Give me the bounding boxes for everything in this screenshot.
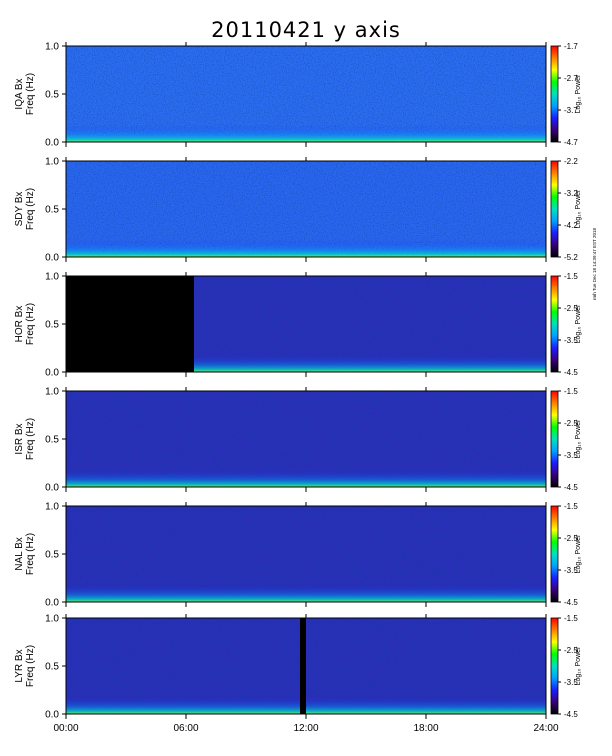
y-tick-label: 0.0 bbox=[45, 138, 59, 149]
station-label: NAL Bx bbox=[14, 537, 25, 571]
low-frequency-band bbox=[66, 443, 546, 487]
colorbar-tick-label: -2.5 bbox=[564, 304, 578, 313]
y-tick-label: 1.0 bbox=[45, 502, 59, 513]
colorbar-label: Log₁₀ Power bbox=[575, 189, 582, 228]
x-tick-label: 24:00 bbox=[533, 723, 558, 734]
colorbar-label: Log₁₀ Power bbox=[575, 74, 582, 113]
station-label: IQA Bx bbox=[14, 78, 25, 109]
colorbar-tick-label: -1.7 bbox=[564, 42, 578, 51]
colorbar-tick-label: -2.5 bbox=[564, 646, 578, 655]
y-tick-label: 0.5 bbox=[45, 435, 59, 446]
colorbar-tick-label: -3.5 bbox=[564, 451, 578, 460]
data-gap bbox=[300, 618, 306, 714]
colorbar-tick-label: -4.5 bbox=[564, 598, 578, 607]
colorbar-label: Log₁₀ Power bbox=[575, 646, 582, 685]
colorbar-tick-label: -2.2 bbox=[564, 157, 578, 166]
y-tick-label: 1.0 bbox=[45, 42, 59, 53]
frequency-axis-label: Freq (Hz) bbox=[25, 188, 36, 230]
x-tick-label: 12:00 bbox=[293, 723, 318, 734]
colorbar-tick-label: -2.5 bbox=[564, 419, 578, 428]
colorbar-tick-label: -3.5 bbox=[564, 678, 578, 687]
colorbar-tick-label: -3.2 bbox=[564, 189, 578, 198]
colorbar-label: Log₁₀ Power bbox=[575, 419, 582, 458]
x-tick-label: 06:00 bbox=[173, 723, 198, 734]
y-tick-label: 0.5 bbox=[45, 550, 59, 561]
panel-1: 0.0 0.5 1.0 IQA Bx Freq (Hz) -1.7 -2.7 -3.7 -4.7… bbox=[14, 42, 582, 149]
colorbar-label: Log₁₀ Power bbox=[575, 304, 582, 343]
y-tick-label: 1.0 bbox=[45, 614, 59, 625]
x-tick-label: 00:00 bbox=[53, 723, 78, 734]
colorbar-tick-label: -1.5 bbox=[564, 502, 578, 511]
frequency-axis-label: Freq (Hz) bbox=[25, 533, 36, 575]
colorbar-tick-label: -1.5 bbox=[564, 614, 578, 623]
panel-3: 0.0 0.5 1.0 HOR Bx Freq (Hz) -1.5 -2.5 -3.5 -4.5… bbox=[14, 272, 582, 379]
x-tick-label: 18:00 bbox=[413, 723, 438, 734]
chart-title: 20110421 y axis bbox=[211, 18, 401, 42]
colorbar-tick-label: -2.5 bbox=[564, 534, 578, 543]
frequency-axis-label: Freq (Hz) bbox=[25, 303, 36, 345]
y-tick-label: 0.0 bbox=[45, 483, 59, 494]
station-label: ISR Bx bbox=[14, 423, 25, 454]
colorbar-tick-label: -3.5 bbox=[564, 336, 578, 345]
colorbar-tick-label: -1.5 bbox=[564, 272, 578, 281]
panel-5: 0.0 0.5 1.0 NAL Bx Freq (Hz) -1.5 -2.5 -3.5 -4.5… bbox=[14, 502, 582, 609]
y-tick-label: 0.0 bbox=[45, 368, 59, 379]
station-label: LYR Bx bbox=[14, 649, 25, 682]
low-frequency-band bbox=[66, 98, 546, 142]
y-tick-label: 0.5 bbox=[45, 90, 59, 101]
panel-4: 0.0 0.5 1.0 ISR Bx Freq (Hz) -1.5 -2.5 -3.5 -4.5… bbox=[14, 387, 582, 494]
low-frequency-band bbox=[66, 558, 546, 602]
colorbar-tick-label: -4.5 bbox=[564, 483, 578, 492]
colorbar bbox=[550, 390, 559, 488]
low-frequency-band bbox=[66, 213, 546, 257]
colorbar-tick-label: -3.7 bbox=[564, 106, 578, 115]
frequency-axis-label: Freq (Hz) bbox=[25, 418, 36, 460]
panel-6: 0.0 0.5 1.0 LYR Bx Freq (Hz) -1.5 -2.5 -3.5 -4.5… bbox=[14, 614, 582, 721]
panel-2: 0.0 0.5 1.0 SDY Bx Freq (Hz) -2.2 -3.2 -4.2 -5.2… bbox=[14, 157, 582, 264]
colorbar-tick-label: -4.5 bbox=[564, 368, 578, 377]
y-tick-label: 0.5 bbox=[45, 205, 59, 216]
plot-credit: rmh Tue Dec 18 14:39:47 EST 2018 bbox=[592, 228, 597, 300]
colorbar-tick-label: -2.7 bbox=[564, 74, 578, 83]
y-tick-label: 1.0 bbox=[45, 272, 59, 283]
y-tick-label: 0.5 bbox=[45, 320, 59, 331]
y-tick-label: 0.0 bbox=[45, 598, 59, 609]
colorbar-tick-label: -1.5 bbox=[564, 387, 578, 396]
colorbar bbox=[550, 45, 559, 143]
frequency-axis-label: Freq (Hz) bbox=[25, 645, 36, 687]
colorbar bbox=[550, 505, 559, 603]
colorbar-tick-label: -5.2 bbox=[564, 253, 578, 262]
colorbar-tick-label: -4.2 bbox=[564, 221, 578, 230]
colorbar bbox=[550, 160, 559, 258]
frequency-axis-label: Freq (Hz) bbox=[25, 73, 36, 115]
colorbar-label: Log₁₀ Power bbox=[575, 534, 582, 573]
station-label: HOR Bx bbox=[14, 306, 25, 343]
colorbar bbox=[550, 275, 559, 373]
data-gap bbox=[66, 276, 194, 372]
y-tick-label: 0.0 bbox=[45, 253, 59, 264]
station-label: SDY Bx bbox=[14, 192, 25, 227]
y-tick-label: 1.0 bbox=[45, 387, 59, 398]
colorbar bbox=[550, 617, 559, 715]
colorbar-tick-label: -4.7 bbox=[564, 138, 578, 147]
colorbar-tick-label: -3.5 bbox=[564, 566, 578, 575]
y-tick-label: 1.0 bbox=[45, 157, 59, 168]
y-tick-label: 0.5 bbox=[45, 662, 59, 673]
y-tick-label: 0.0 bbox=[45, 710, 59, 721]
colorbar-tick-label: -4.5 bbox=[564, 710, 578, 719]
